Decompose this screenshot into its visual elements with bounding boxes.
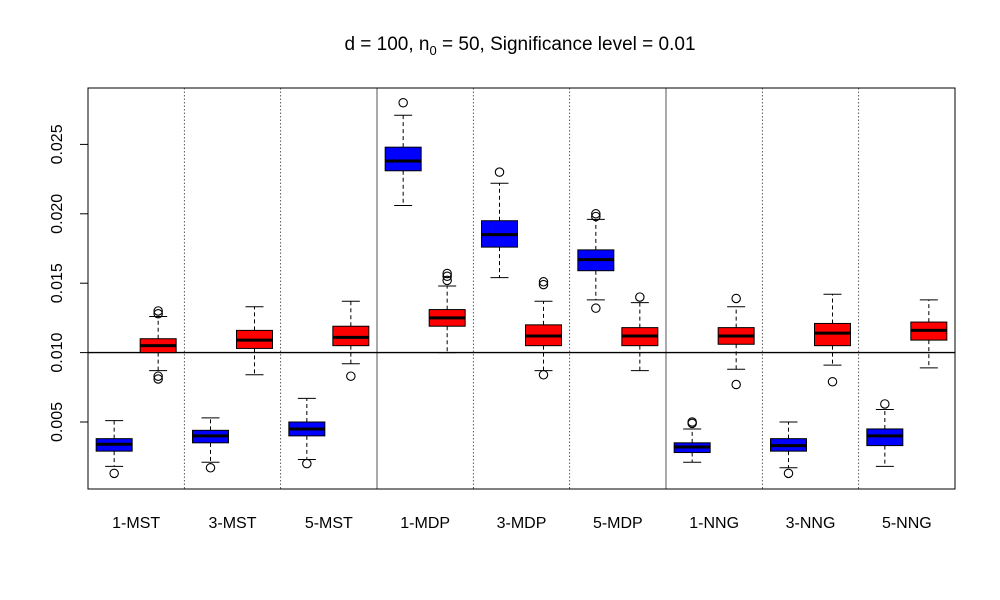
x-category-label: 1-MDP [400,515,450,532]
x-category-label: 3-MDP [497,515,547,532]
outlier-5-mdp-blue [591,209,601,219]
outlier-5-mdp-red [635,292,645,302]
outlier-1-mdp-blue [398,98,408,108]
x-category-label: 5-MDP [593,515,643,532]
outlier-1-mst-blue [109,468,119,479]
outlier-5-mst-blue [302,458,312,469]
outlier-1-mdp-red [442,271,452,282]
outlier-3-mst-blue [205,463,216,473]
outlier-1-nng-blue [687,417,697,427]
outlier-1-nng-red [731,293,741,304]
x-category-label: 5-MST [305,515,353,532]
x-category-label: 3-NNG [786,515,836,532]
box-1-mdp-blue [384,146,422,172]
y-tick-label: 0.010 [49,332,66,372]
y-tick-label: 0.025 [49,124,66,164]
y-tick-label: 0.015 [49,263,66,303]
outlier-3-nng-red [827,376,838,387]
outlier-3-mdp-red [538,370,549,380]
outlier-1-mst-red [153,371,163,381]
outlier-3-nng-blue [783,468,794,479]
outlier-3-mdp-red [538,277,549,287]
x-category-label: 5-NNG [882,515,932,532]
x-category-label: 1-NNG [689,515,739,532]
outlier-5-mdp-blue [591,211,601,222]
outlier-1-mdp-red [442,268,452,279]
x-category-label: 3-MST [209,515,257,532]
plot-frame [87,87,956,490]
outlier-1-mst-red [153,374,163,384]
y-tick-label: 0.005 [49,402,66,442]
outlier-1-mst-red [153,308,163,319]
outlier-5-mdp-blue [591,303,601,313]
outlier-5-mst-red [346,371,356,381]
outlier-1-mst-red [153,306,163,316]
y-tick-label: 0.020 [49,194,66,234]
outlier-1-mdp-red [442,275,452,286]
outlier-3-mdp-red [538,279,549,290]
x-category-label: 1-MST [112,515,160,532]
outlier-5-nng-blue [880,399,890,409]
outlier-3-mdp-blue [494,167,505,177]
chart-title: d = 100, n0 = 50, Significance level = 0… [344,34,695,58]
outlier-1-nng-red [731,379,741,390]
